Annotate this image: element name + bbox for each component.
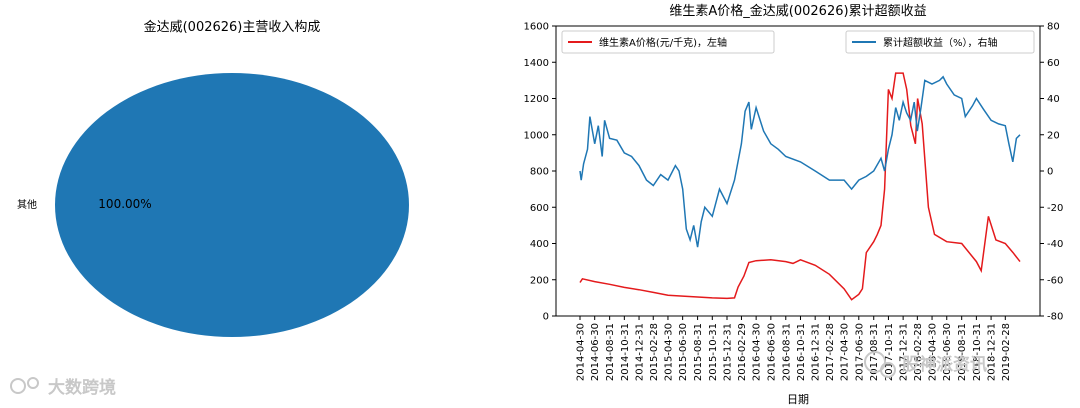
- right-tick-label: 0: [1047, 167, 1053, 178]
- x-tick-label: 2015-10-31: [708, 323, 719, 381]
- pie-title: 金达威(002626)主营收入构成: [144, 19, 321, 35]
- left-tick-label: 400: [530, 239, 549, 250]
- left-tick-label: 200: [530, 275, 549, 286]
- left-tick-label: 1200: [524, 94, 549, 105]
- x-tick-label: 2016-10-31: [796, 323, 807, 381]
- left-tick-label: 600: [530, 203, 549, 214]
- plot-frame: [555, 25, 1041, 317]
- right-tick-label: -80: [1047, 312, 1063, 323]
- pie-label-other: 其他: [17, 198, 37, 211]
- watermark-right: 股神派资讯: [864, 351, 987, 378]
- right-tick-label: 40: [1047, 94, 1060, 105]
- left-tick-label: 1000: [524, 130, 549, 141]
- x-tick-label: 2014-12-31: [635, 323, 646, 381]
- pie-slice-other: [55, 73, 409, 337]
- x-axis-label: 日期: [787, 393, 809, 406]
- pie-value-label: 100.00%: [98, 197, 151, 211]
- x-tick-label: 2014-08-31: [605, 323, 616, 381]
- pie-chart: 金达威(002626)主营收入构成 其他 100.00%: [17, 19, 409, 337]
- x-tick-label: 2016-04-30: [752, 323, 763, 381]
- line-chart: 维生素A价格_金达威(002626)累计超额收益 020040060080010…: [524, 3, 1064, 406]
- x-tick-label: 2016-06-30: [766, 323, 777, 381]
- left-tick-label: 1400: [524, 58, 549, 69]
- right-axis-ticks: -80 -60 -40 -20 0 20 40 60 80: [1040, 22, 1063, 323]
- right-tick-label: -60: [1047, 275, 1063, 286]
- right-tick-label: -40: [1047, 239, 1063, 250]
- legend-left: 维生素A价格(元/千克)，左轴: [561, 30, 775, 54]
- x-tick-label: 2017-04-30: [840, 323, 851, 381]
- x-tick-label: 2017-10-31: [884, 323, 895, 381]
- x-tick-label: 2018-04-30: [928, 323, 939, 381]
- left-tick-label: 800: [530, 167, 549, 178]
- x-tick-label: 2015-02-28: [649, 323, 660, 381]
- left-tick-label: 0: [543, 312, 549, 323]
- x-tick-label: 2015-04-30: [663, 323, 674, 381]
- x-tick-label: 2018-08-31: [957, 323, 968, 381]
- watermark-left: 大数跨境: [10, 377, 116, 398]
- right-tick-label: 60: [1047, 58, 1060, 69]
- x-tick-label: 2014-10-31: [620, 323, 631, 381]
- x-tick-label: 2016-12-31: [811, 323, 822, 381]
- x-tick-label: 2019-02-28: [1001, 323, 1012, 381]
- x-tick-label: 2018-10-31: [972, 323, 983, 381]
- x-tick-label: 2017-12-31: [899, 323, 910, 381]
- legend-left-label: 维生素A价格(元/千克)，左轴: [599, 36, 727, 49]
- x-tick-label: 2015-12-31: [722, 323, 733, 381]
- watermark-left-text: 大数跨境: [48, 377, 116, 398]
- series-vitamin-a-price: [579, 72, 1021, 301]
- watermark-right-text: 股神派资讯: [902, 354, 987, 375]
- x-tick-label: 2015-06-30: [678, 323, 689, 381]
- line-chart-title: 维生素A价格_金达威(002626)累计超额收益: [669, 3, 926, 19]
- left-tick-label: 1600: [524, 22, 549, 33]
- right-tick-label: 80: [1047, 22, 1060, 33]
- legend-right: 累计超额收益（%），右轴: [845, 30, 1035, 54]
- x-tick-label: 2016-02-29: [737, 323, 748, 381]
- right-tick-label: -20: [1047, 203, 1063, 214]
- x-tick-label: 2017-06-30: [854, 323, 865, 381]
- x-tick-label: 2018-02-28: [913, 323, 924, 381]
- x-tick-label: 2018-12-31: [987, 323, 998, 381]
- right-tick-label: 20: [1047, 130, 1060, 141]
- x-tick-label: 2014-04-30: [576, 323, 587, 381]
- left-axis-ticks: 0 200 400 600 800 1000 1200 1400 1600: [524, 22, 556, 323]
- x-tick-label: 2018-06-30: [942, 323, 953, 381]
- series-cumulative-excess-return: [579, 75, 1021, 248]
- x-tick-label: 2017-02-28: [825, 323, 836, 381]
- x-tick-label: 2015-08-31: [693, 323, 704, 381]
- x-tick-label: 2014-06-30: [590, 323, 601, 381]
- x-tick-label: 2016-08-31: [781, 323, 792, 381]
- legend-right-label: 累计超额收益（%），右轴: [883, 36, 998, 49]
